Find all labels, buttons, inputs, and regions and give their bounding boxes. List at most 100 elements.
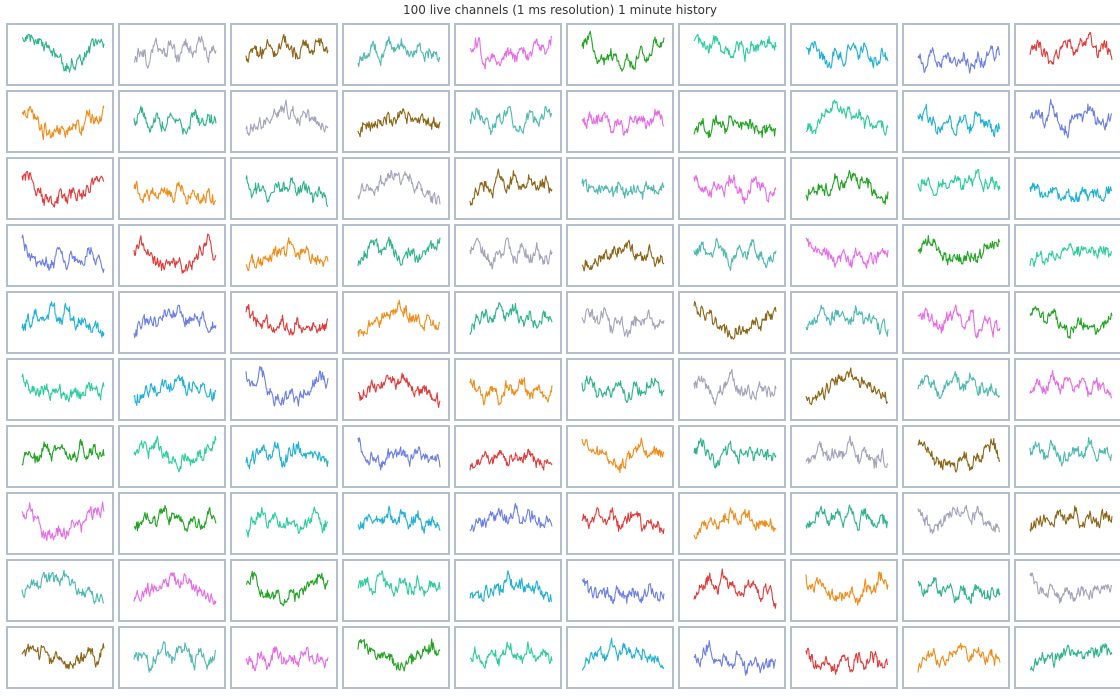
channel-plot [357, 372, 441, 408]
channel-plot [1029, 369, 1113, 399]
channel-plot [1029, 182, 1113, 203]
channel-series-line [357, 36, 441, 67]
channel-plot [1029, 437, 1113, 467]
channel-plot [581, 637, 665, 671]
channel-series-line [581, 178, 665, 200]
channel-chart [790, 291, 898, 354]
channel-plot [357, 36, 441, 67]
channel-series-line [917, 370, 1001, 399]
channel-chart [118, 559, 226, 622]
channel-chart [678, 626, 786, 689]
channel-chart [678, 358, 786, 421]
channel-series-line [805, 40, 889, 69]
channel-plot [21, 170, 105, 208]
channel-chart [790, 425, 898, 488]
channel-chart [230, 157, 338, 220]
channel-plot [693, 437, 777, 469]
channel-series-line [1029, 242, 1113, 268]
channel-chart [902, 626, 1010, 689]
channel-plot [245, 506, 329, 538]
channel-plot [917, 438, 1001, 473]
channel-plot [805, 40, 889, 69]
channel-plot [805, 647, 889, 675]
channel-chart [678, 90, 786, 153]
channel-plot [357, 570, 441, 597]
channel-plot [917, 103, 1001, 138]
channel-plot [693, 33, 777, 63]
channel-chart [1014, 425, 1120, 488]
channel-plot [1029, 306, 1113, 339]
channel-chart [566, 559, 674, 622]
channel-series-line [357, 169, 441, 205]
channel-series-line [357, 505, 441, 534]
channel-chart [678, 23, 786, 86]
channel-series-line [245, 33, 329, 63]
channel-plot [693, 174, 777, 205]
channel-plot [693, 237, 777, 272]
channel-plot [917, 370, 1001, 399]
channel-plot [805, 571, 889, 606]
channel-plot [917, 45, 1001, 74]
channel-plot [133, 435, 217, 473]
channel-plot [357, 108, 441, 138]
channel-plot [357, 169, 441, 205]
channel-series-line [917, 576, 1001, 605]
channel-plot [581, 306, 665, 338]
channel-plot [245, 646, 329, 672]
channel-chart [454, 358, 562, 421]
channel-series-line [469, 448, 553, 471]
channel-plot [581, 577, 665, 605]
channel-chart [566, 626, 674, 689]
channel-chart [790, 626, 898, 689]
channel-plot [581, 108, 665, 136]
channel-plot [245, 99, 329, 136]
channel-chart [454, 559, 562, 622]
channel-plot [133, 180, 217, 206]
channel-plot [1029, 643, 1113, 672]
channel-series-line [245, 99, 329, 136]
channel-series-line [469, 105, 553, 136]
channel-series-line [1029, 505, 1113, 532]
channel-chart [118, 492, 226, 555]
channel-series-line [21, 569, 105, 605]
channel-series-line [357, 638, 441, 672]
channel-plot [917, 304, 1001, 339]
channel-series-line [357, 570, 441, 597]
channel-plot [469, 448, 553, 471]
channel-chart [454, 23, 562, 86]
channel-chart [566, 291, 674, 354]
channel-chart [454, 291, 562, 354]
channel-chart [230, 358, 338, 421]
channel-chart [342, 90, 450, 153]
channel-chart [118, 157, 226, 220]
channel-series-line [133, 572, 217, 606]
channel-series-line [245, 365, 329, 407]
channel-plot [469, 641, 553, 669]
channel-plot [469, 570, 553, 603]
channel-plot [805, 435, 889, 469]
channel-chart [902, 492, 1010, 555]
channel-series-line [581, 375, 665, 404]
channel-chart [902, 224, 1010, 287]
channel-chart [230, 559, 338, 622]
channel-series-line [245, 570, 329, 607]
channel-chart [566, 358, 674, 421]
channel-plot [245, 237, 329, 272]
channel-chart [230, 291, 338, 354]
channel-series-line [693, 114, 777, 139]
channel-series-line [469, 302, 553, 335]
channel-plot [917, 576, 1001, 605]
page-title: 100 live channels (1 ms resolution) 1 mi… [402, 3, 718, 17]
channel-chart [1014, 559, 1120, 622]
channel-series-line [357, 437, 441, 471]
channel-chart [1014, 291, 1120, 354]
channel-chart [566, 492, 674, 555]
channel-chart [454, 626, 562, 689]
channel-series-line [245, 303, 329, 336]
channel-plot [693, 640, 777, 676]
channel-chart [454, 492, 562, 555]
channel-plot [133, 374, 217, 406]
channel-plot [245, 303, 329, 336]
channel-series-line [245, 646, 329, 672]
